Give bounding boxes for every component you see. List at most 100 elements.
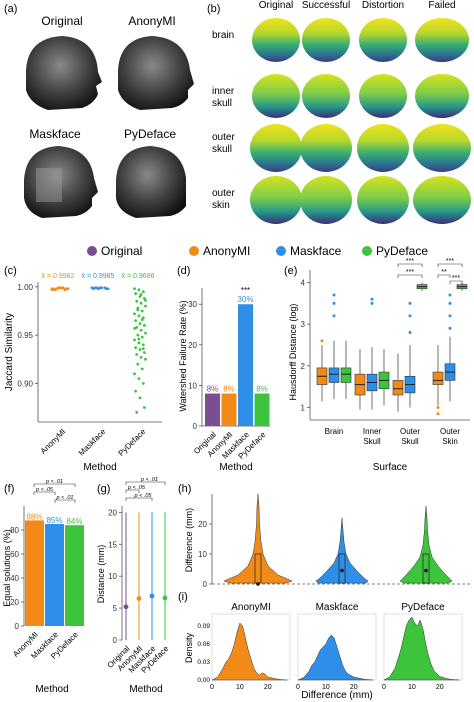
significance-label: *** xyxy=(446,258,454,265)
y-tick-label: 2 xyxy=(301,362,306,371)
data-point xyxy=(143,324,146,327)
data-point xyxy=(134,346,138,350)
legend-swatch-original xyxy=(87,246,97,256)
data-point xyxy=(140,309,144,313)
mask-patch xyxy=(36,168,62,202)
y-tick-label: 20 xyxy=(198,520,207,529)
bar xyxy=(238,304,253,426)
bar-value-label: 8% xyxy=(256,385,268,394)
significance-label: *** xyxy=(406,258,414,265)
panel-i-letter: (i) xyxy=(178,591,188,603)
data-point xyxy=(137,377,141,380)
surface-render xyxy=(413,124,471,172)
outlier xyxy=(370,297,374,301)
y-axis-title: Hausdorff Distance (log) xyxy=(288,304,298,401)
outlier xyxy=(448,293,452,297)
data-point xyxy=(137,288,141,292)
significance-label: *** xyxy=(241,286,250,295)
data-point xyxy=(133,326,136,330)
data-point xyxy=(137,337,141,341)
y-tick-label: 30 xyxy=(188,300,197,309)
y-tick-label: 0 xyxy=(113,636,118,645)
panel-b-letter: (b) xyxy=(207,3,220,15)
data-point xyxy=(141,347,145,351)
col-title-successful: Successful xyxy=(302,0,350,11)
y-tick-label: 20 xyxy=(10,598,19,607)
data-point xyxy=(139,301,143,305)
outlier xyxy=(448,326,452,330)
mean-label: x̄ = 0.9686 xyxy=(122,273,155,280)
row-label-outer-skin: outer skin xyxy=(212,188,235,211)
x-tick-label: 10 xyxy=(236,684,244,691)
x-tick-label: Brain xyxy=(325,427,344,436)
surface-render xyxy=(300,124,352,172)
y-tick-label: 5 xyxy=(113,604,118,613)
x-tick-label: 20 xyxy=(264,684,272,691)
data-point xyxy=(50,288,54,292)
surface-grid xyxy=(250,18,471,224)
data-point xyxy=(106,287,110,291)
row-label-inner-skull: inner skull xyxy=(212,86,235,109)
significance-bracket xyxy=(125,481,166,485)
head-render-original xyxy=(26,36,102,110)
violin-box xyxy=(422,553,430,584)
legend: Original AnonyMI Maskface PyDeface xyxy=(87,244,428,258)
legend-swatch-maskface xyxy=(276,246,286,256)
legend-label-original: Original xyxy=(101,244,142,258)
x-tick-label: Outer xyxy=(440,427,460,436)
row-label-outer-skull: outer skull xyxy=(212,132,235,155)
mean-point xyxy=(136,596,142,601)
y-axis-title: Density xyxy=(184,632,194,663)
box xyxy=(432,371,444,385)
outlier xyxy=(332,301,336,305)
significance-label: p < .05 xyxy=(134,493,153,499)
row-label-outer-1: outer xyxy=(212,132,235,143)
violin-median xyxy=(256,582,260,586)
data-point xyxy=(136,333,140,337)
y-axis-title: Equal solutions (%) xyxy=(2,529,12,607)
data-point xyxy=(144,298,147,302)
box xyxy=(340,367,352,383)
data-point xyxy=(136,306,140,310)
y-tick-label: 80 xyxy=(10,526,19,535)
chart-density: Density AnonyMI 0 10 20 0.00 0.03 0.06 0.09 Maskf… xyxy=(184,602,463,701)
bar xyxy=(205,393,220,426)
y-tick-label: 0.00 xyxy=(197,677,210,684)
surface-render xyxy=(357,124,409,172)
row-label-skull-2: skull xyxy=(212,144,232,155)
bar xyxy=(65,525,84,626)
box xyxy=(328,367,340,383)
head-maskface: Maskface xyxy=(24,127,98,218)
data-point xyxy=(100,286,103,290)
x-axis-title: Method xyxy=(35,684,68,695)
data-point xyxy=(143,351,146,354)
data-point xyxy=(144,357,147,361)
significance-label: p < .01 xyxy=(45,479,63,485)
y-axis-title: Watershed Failure Rate (%) xyxy=(178,300,188,411)
data-point xyxy=(134,389,138,393)
y-tick-label: 60 xyxy=(10,550,19,559)
data-point xyxy=(144,304,147,308)
x-tick-label: PyDeface xyxy=(117,427,148,458)
y-tick-label: 10 xyxy=(198,550,207,559)
surface-render xyxy=(250,124,302,172)
x-tick-label: Skin xyxy=(442,437,458,446)
outlier xyxy=(370,301,374,305)
significance-bracket xyxy=(397,274,423,278)
panel-a-letter: (a) xyxy=(4,3,17,15)
x-axis-title: Method xyxy=(129,684,162,695)
legend-label-pydeface: PyDeface xyxy=(376,244,428,258)
data-point xyxy=(95,286,99,290)
x-tick-label: 0 xyxy=(382,684,386,691)
bar-value-label: 84% xyxy=(66,517,82,526)
col-title-failed: Failed xyxy=(428,0,455,11)
surface-render xyxy=(415,74,469,118)
x-tick-label: 20 xyxy=(436,684,444,691)
x-tick-label: AnonyMI xyxy=(39,427,68,456)
legend-swatch-anonymi xyxy=(189,246,199,256)
significance-bracket xyxy=(125,489,140,493)
row-label-brain: brain xyxy=(212,30,234,41)
